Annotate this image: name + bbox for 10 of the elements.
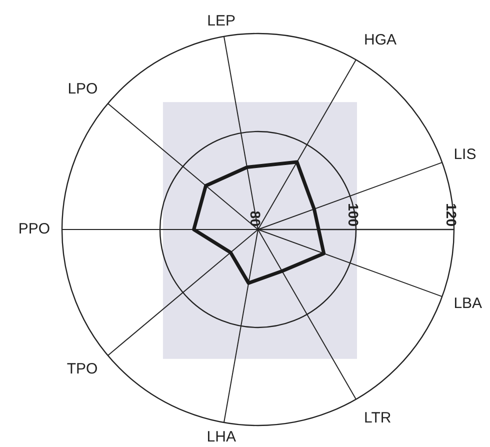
spoke-label: PPO bbox=[18, 220, 50, 238]
spoke-label: LPO bbox=[68, 80, 98, 98]
spoke-label: LEP bbox=[207, 12, 236, 30]
spoke-label: LIS bbox=[454, 146, 476, 163]
spoke-label: TPO bbox=[66, 360, 98, 378]
spoke-label: LHA bbox=[206, 428, 236, 446]
spoke-label: HGA bbox=[364, 32, 397, 49]
y-tick-label: 120 bbox=[444, 203, 460, 227]
spoke-label: LTR bbox=[364, 409, 392, 426]
spoke-label: LBA bbox=[454, 295, 482, 312]
